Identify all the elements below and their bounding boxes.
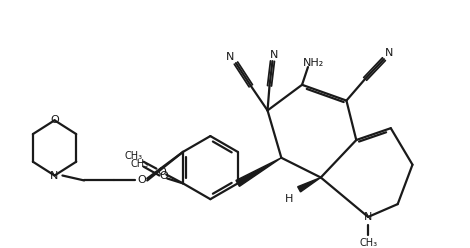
Text: NH₂: NH₂: [303, 58, 324, 68]
Text: N: N: [270, 50, 279, 60]
Text: N: N: [226, 52, 234, 62]
Text: O: O: [157, 167, 166, 177]
Text: N: N: [364, 212, 372, 222]
Polygon shape: [298, 178, 321, 192]
Text: CH₃: CH₃: [125, 151, 143, 161]
Polygon shape: [236, 158, 282, 186]
Text: H: H: [285, 194, 293, 204]
Text: O: O: [137, 175, 146, 186]
Text: CH₃: CH₃: [131, 159, 149, 169]
Text: N: N: [384, 48, 393, 58]
Text: O: O: [50, 115, 59, 125]
Text: N: N: [50, 171, 59, 181]
Text: O: O: [159, 171, 168, 181]
Text: CH₃: CH₃: [359, 238, 377, 248]
